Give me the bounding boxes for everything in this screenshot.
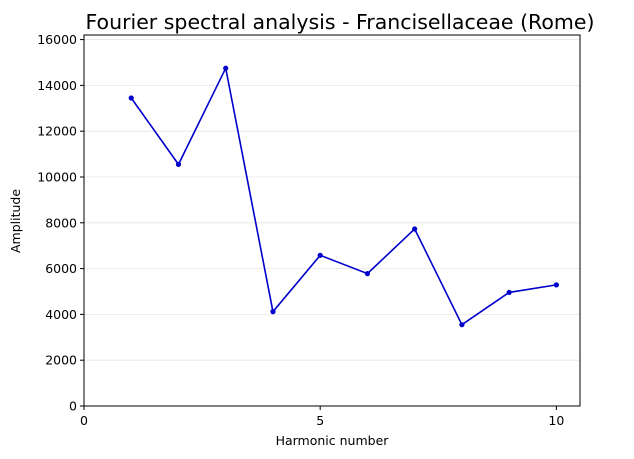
data-point [364,271,371,277]
x-tick-label: 0 [80,413,88,428]
chart-title: Fourier spectral analysis - Francisellac… [85,10,594,34]
gridlines [84,39,580,361]
data-point [223,65,229,71]
data-point [506,289,512,296]
data-point [175,161,182,167]
y-axis-label: Amplitude [8,189,23,253]
data-point [128,95,134,101]
y-tick-label: 6000 [45,261,77,276]
data-point [412,226,418,232]
y-tick-label: 16000 [37,32,77,47]
y-tick-label: 2000 [45,353,77,368]
series-line [130,65,557,326]
y-tick-label: 12000 [37,124,77,139]
data-points [128,65,559,328]
data-point [459,322,465,328]
x-tick-label: 5 [316,413,324,428]
y-tick-label: 14000 [37,78,77,93]
data-point [553,282,559,288]
y-axis: 0 2000 4000 6000 8000 10000 12000 14000 16000 [37,32,84,414]
plot-frame [83,34,581,407]
y-tick-label: 8000 [45,215,77,230]
y-tick-label: 10000 [37,169,77,184]
y-tick-label: 0 [69,399,77,414]
x-axis: 0 5 10 [80,406,564,428]
x-axis-label: Harmonic number [276,433,390,448]
data-point [270,309,276,315]
x-tick-label: 10 [548,413,564,428]
y-tick-label: 4000 [45,307,77,322]
data-point [317,252,323,258]
